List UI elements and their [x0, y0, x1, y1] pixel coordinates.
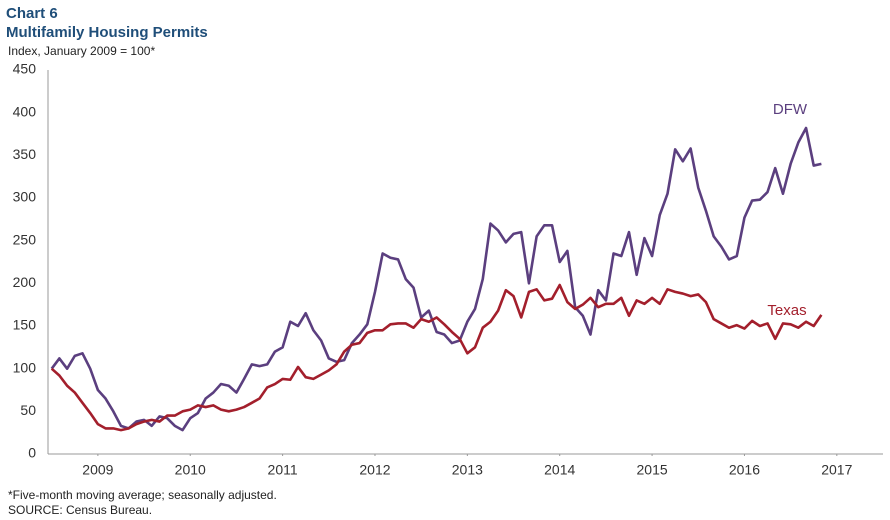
y-tick-label: 300 [13, 189, 37, 205]
y-tick-label: 250 [13, 231, 37, 247]
source: SOURCE: Census Bureau. [8, 503, 152, 517]
y-tick-label: 450 [13, 61, 37, 77]
y-tick-label: 50 [20, 402, 36, 418]
y-tick-label: 350 [13, 146, 37, 162]
y-tick-label: 150 [13, 317, 37, 333]
x-tick-label: 2009 [82, 462, 113, 478]
series-label: DFW [773, 101, 808, 118]
x-tick-label: 2014 [544, 462, 575, 478]
x-tick-label: 2011 [268, 462, 298, 478]
y-axis-label: Index, January 2009 = 100* [8, 44, 155, 58]
x-tick-label: 2013 [452, 462, 483, 478]
y-tick-label: 0 [28, 445, 36, 461]
series-line [50, 126, 822, 432]
series-line [50, 283, 823, 432]
y-tick-label: 400 [13, 103, 37, 119]
x-tick-label: 2015 [637, 462, 668, 478]
y-tick-label: 200 [13, 274, 37, 290]
x-tick-label: 2012 [359, 462, 390, 478]
series-label: Texas [767, 302, 806, 319]
y-tick-label: 100 [13, 359, 37, 375]
x-tick-label: 2010 [175, 462, 206, 478]
chart-subtitle: Multifamily Housing Permits [6, 24, 208, 41]
chart-title: Chart 6 [6, 5, 58, 22]
x-tick-label: 2017 [821, 462, 852, 478]
x-tick-label: 2016 [729, 462, 760, 478]
footnote: *Five-month moving average; seasonally a… [8, 488, 277, 502]
